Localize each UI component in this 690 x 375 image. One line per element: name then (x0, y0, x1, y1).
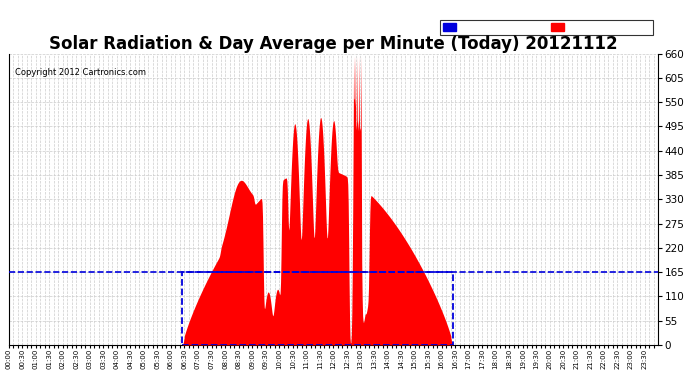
Bar (182, 272, 453, 345)
Legend: Median (W/m2), Radiation (W/m2): Median (W/m2), Radiation (W/m2) (440, 20, 653, 34)
Text: Copyright 2012 Cartronics.com: Copyright 2012 Cartronics.com (15, 68, 146, 77)
Title: Solar Radiation & Day Average per Minute (Today) 20121112: Solar Radiation & Day Average per Minute… (49, 35, 618, 53)
